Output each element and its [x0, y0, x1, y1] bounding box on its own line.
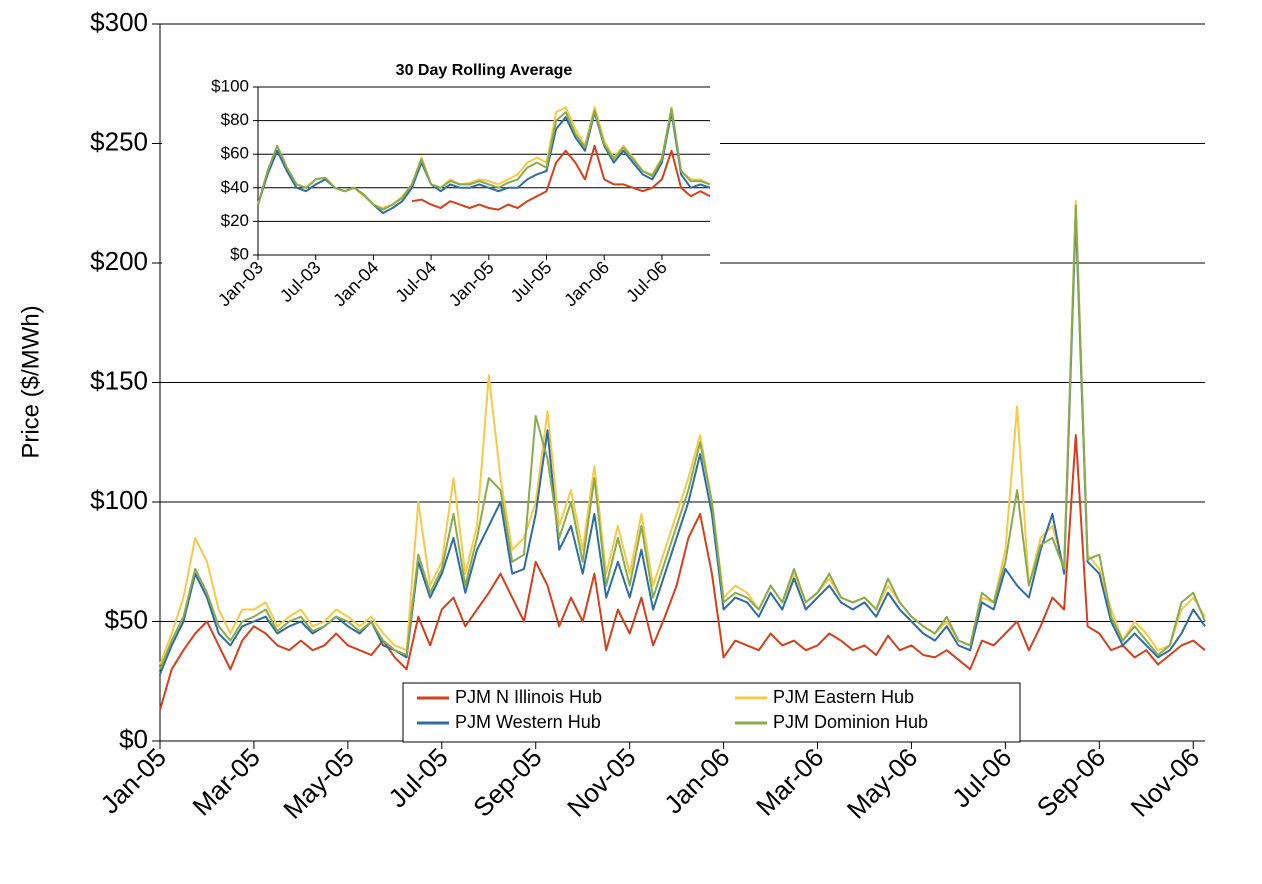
- x-tick-label: May-05: [277, 742, 360, 825]
- y-tick-label: $60: [221, 144, 249, 163]
- legend-label: PJM Dominion Hub: [773, 712, 928, 732]
- x-tick-label: Jan-06: [658, 742, 735, 819]
- y-tick-label: $200: [90, 246, 148, 276]
- x-tick-label: Nov-06: [1125, 742, 1205, 822]
- y-tick-label: $0: [230, 244, 249, 263]
- y-tick-label: $40: [221, 177, 249, 196]
- y-tick-label: $300: [90, 7, 148, 37]
- y-tick-label: $150: [90, 365, 148, 395]
- y-tick-label: $20: [221, 211, 249, 230]
- y-tick-label: $0: [119, 724, 148, 754]
- x-tick-label: Sep-06: [1031, 742, 1111, 822]
- legend-label: PJM Eastern Hub: [773, 687, 914, 707]
- x-tick-label: Mar-06: [750, 742, 829, 821]
- x-tick-label: Jul-05: [382, 742, 453, 813]
- x-tick-label: Nov-05: [561, 742, 641, 822]
- series-line: [411, 144, 711, 211]
- series-line: [159, 434, 1206, 711]
- x-tick-label: Jul-06: [946, 742, 1017, 813]
- legend-label: PJM Western Hub: [455, 712, 601, 732]
- y-tick-label: $100: [90, 485, 148, 515]
- series-line: [159, 204, 1206, 670]
- series-line: [257, 107, 711, 211]
- x-tick-label: Mar-05: [186, 742, 265, 821]
- y-tick-label: $250: [90, 126, 148, 156]
- y-axis-label: Price ($/MWh): [17, 305, 44, 458]
- y-tick-label: $100: [211, 76, 249, 95]
- x-tick-label: Sep-05: [467, 742, 547, 822]
- y-tick-label: $50: [105, 604, 148, 634]
- legend-box: [402, 682, 1021, 743]
- chart-title: 30 Day Rolling Average: [396, 62, 573, 79]
- legend-label: PJM N Illinois Hub: [455, 687, 602, 707]
- x-tick-label: May-06: [841, 742, 924, 825]
- y-tick-label: $80: [221, 110, 249, 129]
